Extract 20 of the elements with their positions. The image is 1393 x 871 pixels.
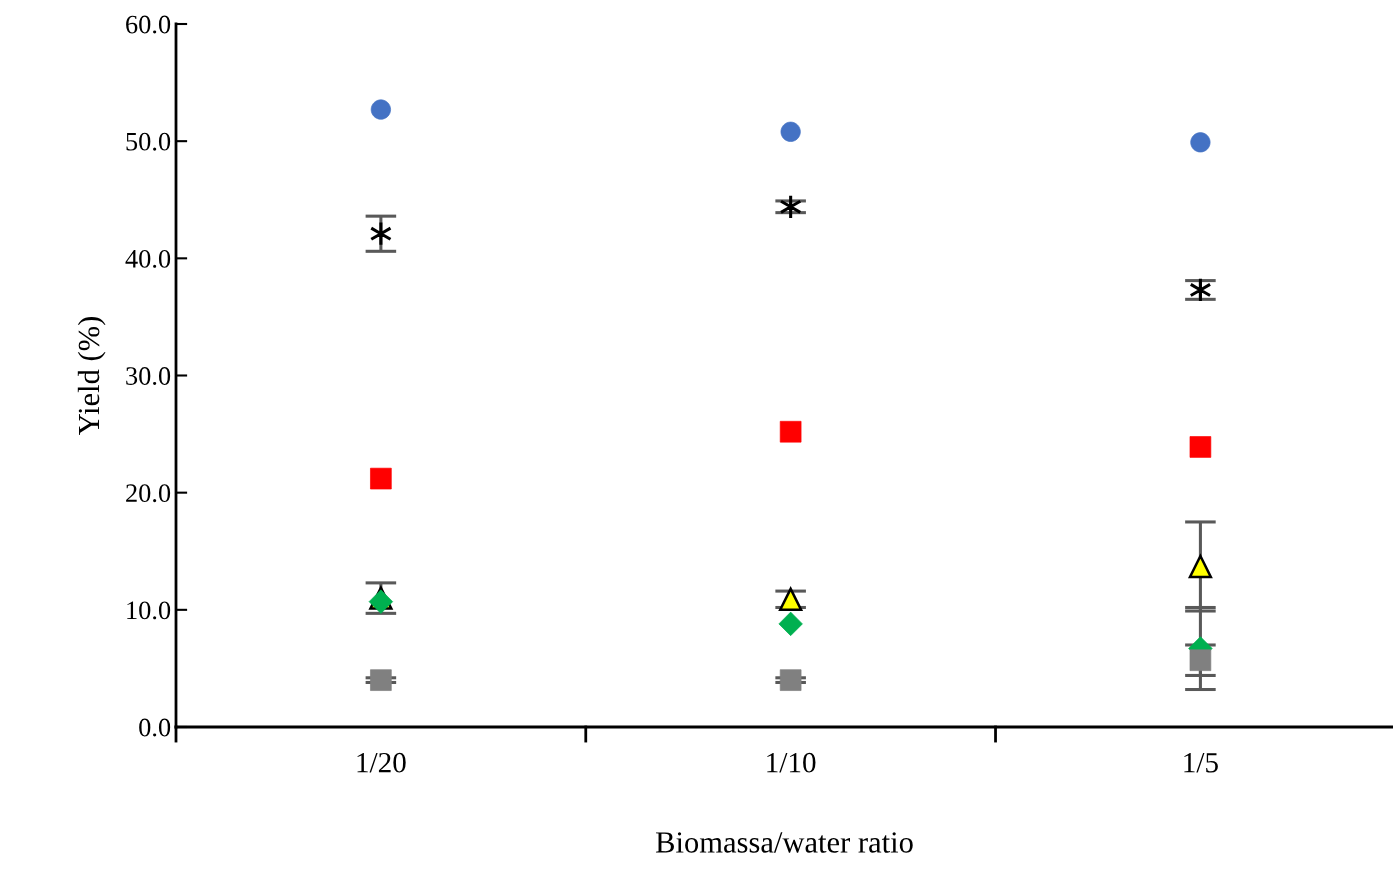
- y-tick-label: 10.0: [127, 601, 171, 620]
- y-axis-title: Yield (%): [77, 317, 106, 435]
- y-tick-label: 30.0: [126, 367, 171, 386]
- point: [370, 467, 392, 490]
- x-axis-title: Biomassa/water ratio: [655, 832, 913, 853]
- point: [370, 669, 392, 691]
- x-tick-label: 1/5: [1184, 752, 1218, 773]
- point: [778, 611, 803, 637]
- point: [370, 99, 391, 120]
- point: [779, 669, 802, 691]
- x-tick-label: 1/20: [357, 752, 406, 773]
- y-tick-label: 60.0: [126, 15, 171, 34]
- point: [1188, 554, 1213, 579]
- x-tick-label: 1/10: [767, 752, 816, 773]
- y-tick-label: 20.0: [126, 484, 171, 503]
- y-tick-label: 50.0: [126, 132, 171, 151]
- y-tick-label: 0.0: [139, 718, 171, 737]
- point: [1189, 436, 1212, 458]
- point: [779, 194, 802, 220]
- y-tick-label: 40.0: [125, 249, 171, 268]
